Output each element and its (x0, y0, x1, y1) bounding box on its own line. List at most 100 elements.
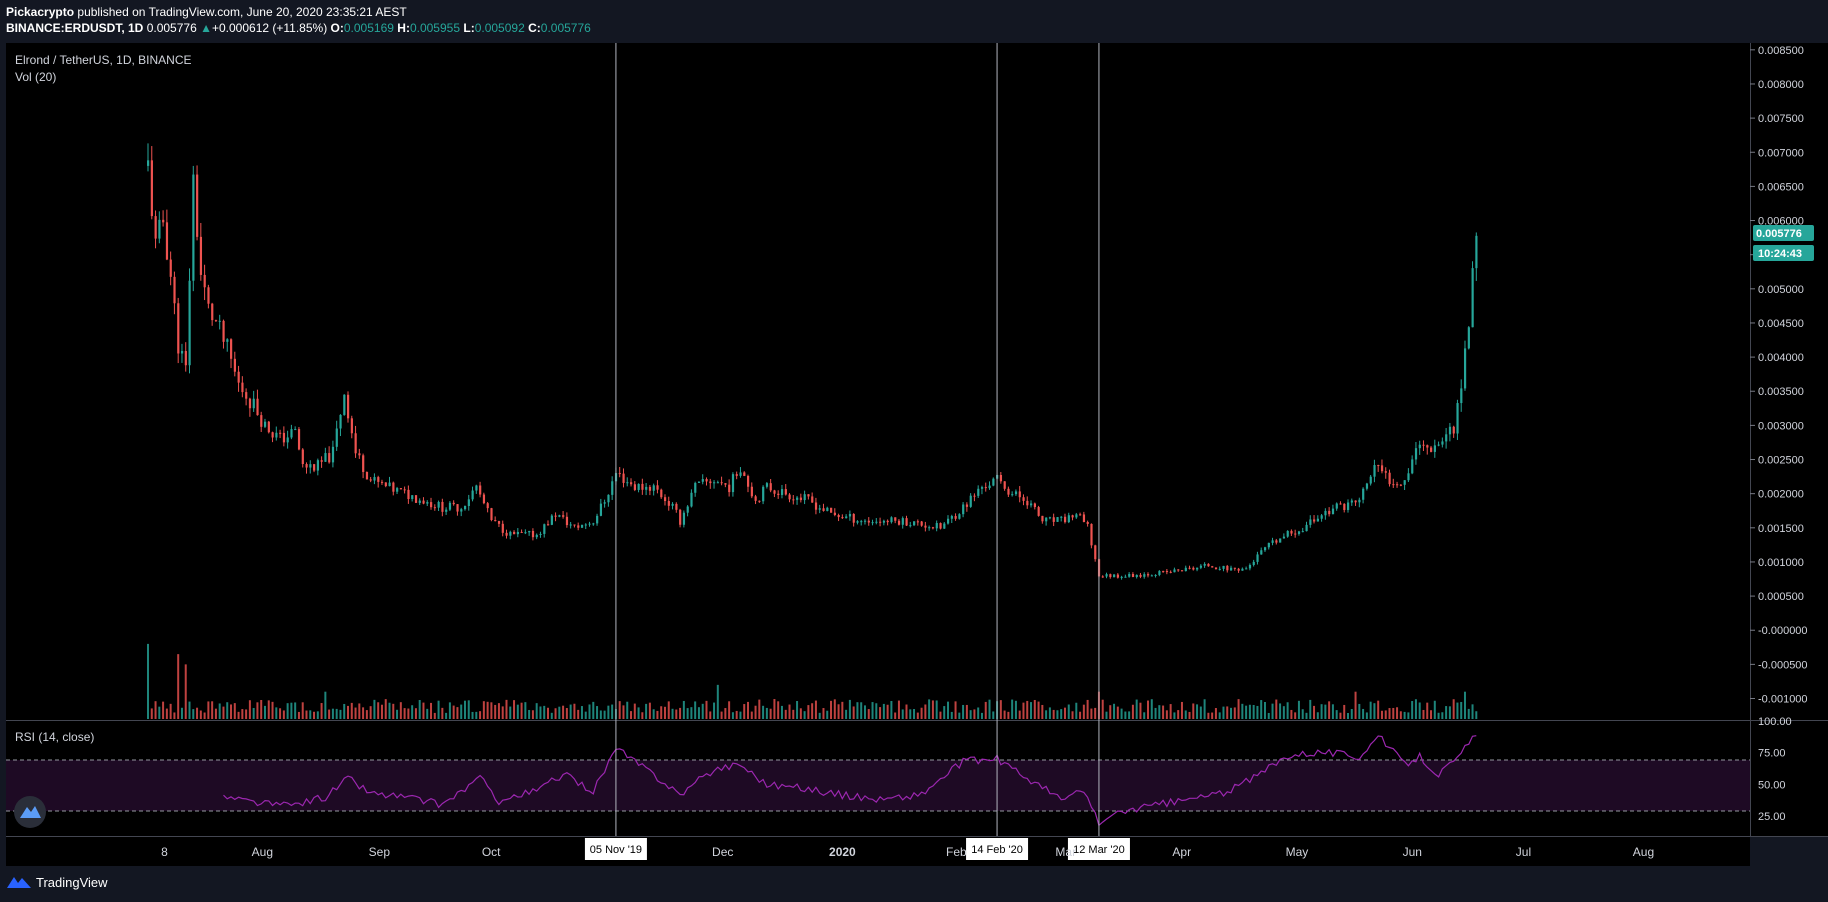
candle-body (403, 489, 406, 491)
volume-bar (347, 705, 349, 719)
volume-bar (1343, 704, 1346, 719)
candle-body (1207, 563, 1210, 567)
volume-bar (973, 709, 976, 719)
candle-body (671, 503, 674, 506)
candle-body (494, 520, 497, 522)
volume-bar (728, 701, 731, 719)
candle-body (807, 494, 810, 497)
candle-body (682, 512, 686, 525)
countdown-badge-text: 10:24:43 (1758, 248, 1802, 260)
chart-title: Elrond / TetherUS, 1D, BINANCE (15, 53, 192, 67)
volume-bar (780, 705, 783, 719)
navigation-button[interactable] (14, 796, 46, 828)
candle-body (192, 174, 195, 281)
volume-bar (513, 700, 516, 719)
volume-bar (837, 704, 840, 719)
candle-body (875, 521, 878, 523)
volume-bar (486, 701, 489, 719)
candle-body (848, 513, 852, 517)
volume-bar (1139, 702, 1142, 719)
volume-bar (660, 706, 663, 719)
volume-bar (1452, 699, 1455, 719)
candle-body (1309, 519, 1312, 525)
volume-bar (682, 700, 685, 719)
candle-body (1313, 519, 1316, 522)
volume-bar (1071, 711, 1074, 719)
price-tick-label: 0.008000 (1758, 79, 1804, 91)
volume-bar (509, 706, 512, 719)
candle-body (1316, 518, 1320, 522)
volume-bar (1290, 709, 1293, 719)
volume-bar (1365, 712, 1368, 719)
candle-body (747, 475, 750, 487)
marker-label-bg (1067, 838, 1130, 860)
rsi-series (223, 735, 1477, 827)
volume-bar (1222, 706, 1225, 719)
volume-bar (637, 707, 640, 719)
volume-bar (694, 701, 697, 719)
volume-bar (943, 706, 946, 719)
volume-bar (773, 699, 776, 719)
volume-bar (1241, 703, 1244, 719)
volume-bar (192, 709, 195, 719)
volume-bar (822, 708, 825, 719)
candle-body (830, 507, 833, 513)
volume-bar (456, 707, 459, 719)
candle-body (1463, 348, 1467, 389)
volume-bar (569, 704, 572, 719)
candle-body (645, 486, 648, 490)
candle-body (603, 502, 606, 504)
volume-bar (403, 708, 406, 719)
candle-body (286, 437, 289, 443)
author[interactable]: Pickacrypto (6, 5, 75, 19)
volume-bar (713, 702, 716, 719)
candle-body (441, 501, 444, 512)
volume-bar (1448, 706, 1451, 719)
volume-bar (233, 703, 236, 719)
candle-body (1339, 503, 1342, 505)
rsi-band (6, 760, 1750, 811)
candle-body (894, 517, 897, 521)
volume-bar (618, 701, 621, 719)
volume-bar (784, 709, 787, 719)
candle-body (1030, 503, 1033, 506)
volume-bar (905, 704, 908, 719)
symbol: BINANCE:ERDUSDT, 1D (6, 21, 144, 35)
volume-bar (380, 704, 383, 719)
volume-bar (675, 709, 678, 719)
volume-bar (1384, 710, 1387, 719)
volume-bar (769, 708, 772, 719)
candle-body (962, 504, 965, 515)
volume-bar (211, 701, 214, 719)
tradingview-logo-icon[interactable] (6, 874, 32, 890)
candle-body (1297, 531, 1301, 534)
footer-brand[interactable]: TradingView (36, 874, 108, 890)
candle-body (150, 160, 153, 217)
volume-bar (437, 700, 440, 719)
candle-body (554, 515, 557, 517)
candle-body (463, 506, 467, 510)
candle-body (369, 479, 372, 481)
candle-body (690, 492, 693, 507)
candle-body (1150, 575, 1153, 577)
volume-bar (1131, 704, 1134, 719)
open-label: O: (330, 21, 344, 35)
volume-bar (1309, 699, 1312, 719)
volume-bar (422, 702, 425, 719)
candle-body (180, 350, 184, 354)
candle-body (184, 350, 187, 366)
volume-bar (245, 709, 248, 719)
volume-bar (1052, 709, 1055, 719)
volume-bar (297, 711, 300, 719)
volume-bar (1207, 712, 1210, 719)
candle-body (1290, 530, 1293, 534)
volume-bar (162, 701, 165, 719)
candle-body (1362, 488, 1365, 500)
volume-bar (362, 707, 365, 719)
volume-bar (1037, 701, 1040, 719)
volume-bar (384, 699, 387, 719)
volume-bar (671, 708, 674, 719)
candle-body (520, 531, 523, 533)
candle-body (339, 414, 342, 429)
